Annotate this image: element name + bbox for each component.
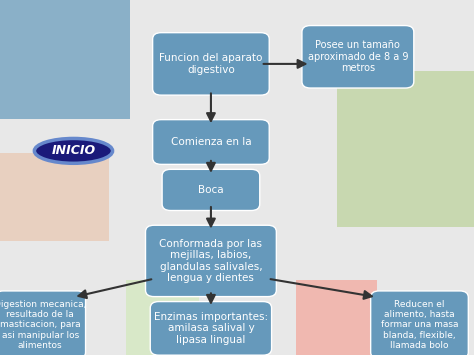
Text: Posee un tamaño
aproximado de 8 a 9
metros: Posee un tamaño aproximado de 8 a 9 metr… (308, 40, 408, 73)
Text: Reducen el
alimento, hasta
formar una masa
blanda, flexible,
llamada bolo: Reducen el alimento, hasta formar una ma… (381, 300, 458, 350)
FancyBboxPatch shape (153, 33, 269, 95)
FancyBboxPatch shape (0, 291, 86, 355)
FancyBboxPatch shape (162, 169, 260, 211)
FancyBboxPatch shape (337, 71, 474, 227)
FancyBboxPatch shape (296, 280, 377, 355)
Text: Conformada por las
mejillas, labios,
glandulas salivales,
lengua y dientes: Conformada por las mejillas, labios, gla… (159, 239, 263, 283)
Text: INICIO: INICIO (51, 144, 96, 157)
FancyBboxPatch shape (0, 0, 130, 119)
Text: Digestion mecanica,
resultado de la
masticacion, para
asi manipular los
alimento: Digestion mecanica, resultado de la mast… (0, 300, 86, 350)
FancyBboxPatch shape (146, 225, 276, 297)
Ellipse shape (34, 138, 113, 163)
Text: Funcion del aparato
digestivo: Funcion del aparato digestivo (159, 53, 263, 75)
FancyBboxPatch shape (0, 153, 109, 241)
FancyBboxPatch shape (126, 280, 199, 355)
FancyBboxPatch shape (150, 302, 272, 355)
Text: Enzimas importantes:
amilasa salival y
lipasa lingual: Enzimas importantes: amilasa salival y l… (154, 312, 268, 345)
FancyBboxPatch shape (371, 291, 468, 355)
Text: Comienza en la: Comienza en la (171, 137, 251, 147)
Text: Boca: Boca (198, 185, 224, 195)
FancyBboxPatch shape (153, 120, 269, 164)
FancyBboxPatch shape (302, 26, 414, 88)
